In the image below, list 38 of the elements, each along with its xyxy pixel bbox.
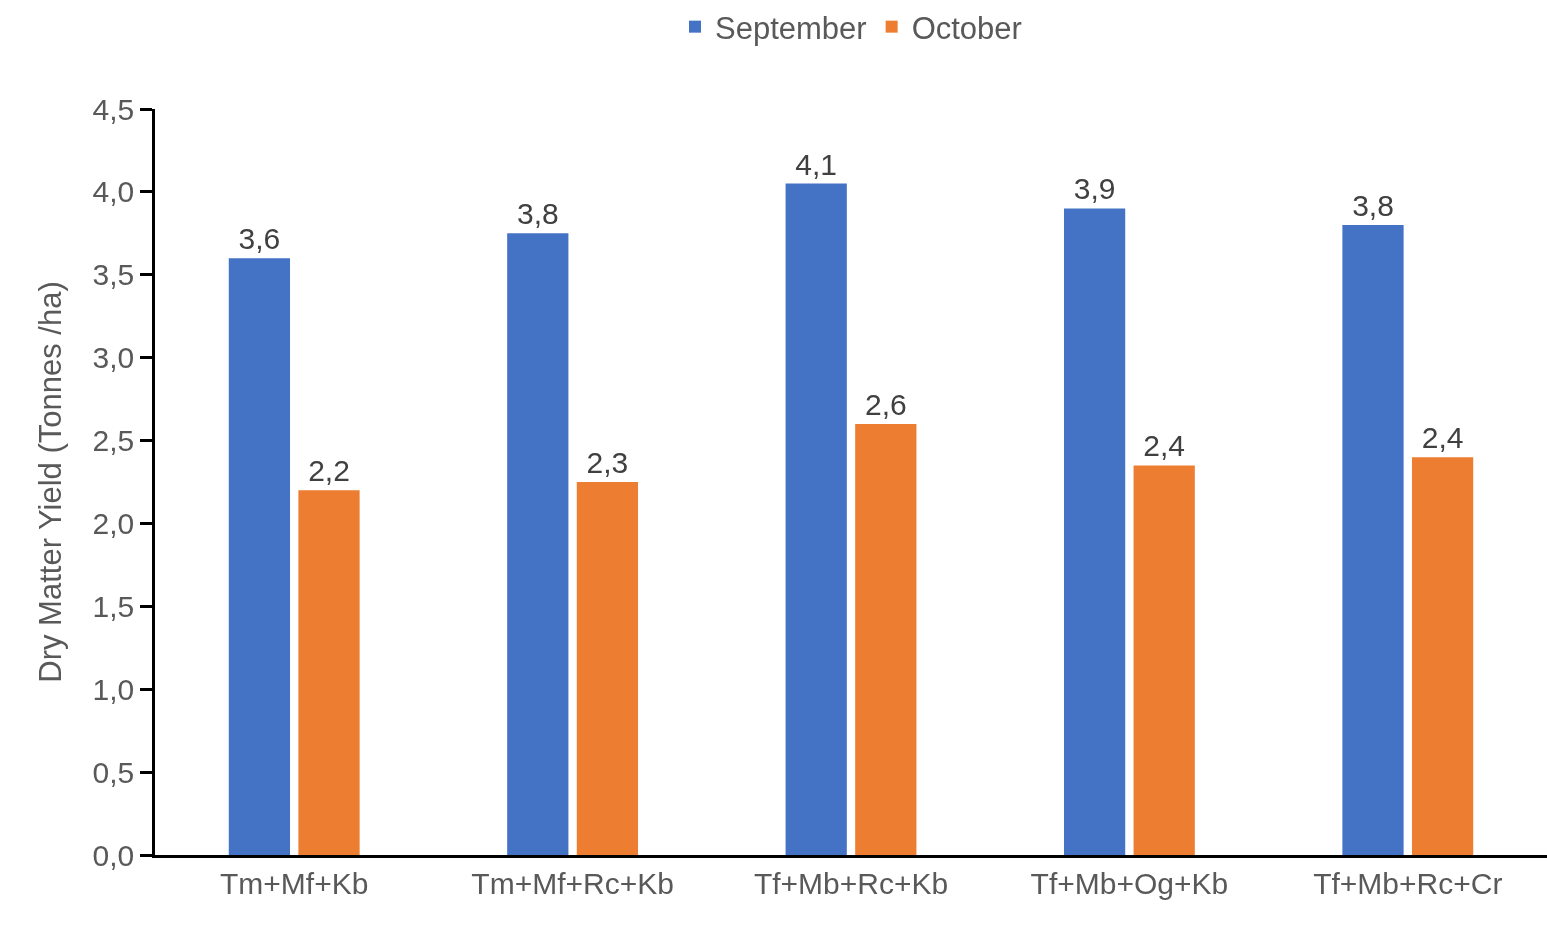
- y-tick-label: 0,0: [92, 838, 135, 872]
- bar: [785, 183, 847, 855]
- bar: [228, 258, 291, 855]
- bar: [1342, 225, 1404, 855]
- x-tick-label: Tm+Mf+Kb: [220, 866, 369, 900]
- data-label: 2,3: [586, 446, 629, 479]
- data-label: 2,2: [308, 454, 350, 488]
- y-tick-label: 2,0: [92, 506, 135, 540]
- data-label: 2,4: [1421, 421, 1464, 455]
- x-tick-label: Tm+Mf+Rc+Kb: [471, 866, 674, 900]
- data-label: 3,8: [516, 197, 559, 231]
- y-tick-label: 3,0: [92, 341, 135, 375]
- data-label: 2,6: [864, 387, 907, 421]
- y-tick-label: 2,5: [92, 424, 135, 458]
- y-tick-label: 0,5: [92, 755, 135, 789]
- bar: [1411, 457, 1474, 855]
- legend-label: September: [715, 10, 867, 46]
- y-tick-label: 1,0: [92, 672, 135, 706]
- bar: [1133, 465, 1195, 855]
- data-label: 3,9: [1073, 172, 1116, 206]
- x-tick-label: Tf+Mb+Rc+Kb: [753, 866, 949, 900]
- bar: [1063, 208, 1126, 855]
- bar: [576, 482, 639, 855]
- legend-label: October: [911, 10, 1022, 46]
- bar: [855, 423, 917, 855]
- y-tick-label: 4,5: [92, 92, 135, 126]
- y-tick-label: 1,5: [92, 589, 135, 623]
- data-label: 3,8: [1352, 189, 1394, 223]
- y-axis-title: Dry Matter Yield (Tonnes /ha): [33, 281, 69, 683]
- x-tick-label: Tf+Mb+Rc+Cr: [1313, 866, 1503, 900]
- data-label: 4,1: [795, 147, 838, 181]
- bar: [507, 233, 569, 855]
- y-tick-label: 4,0: [92, 175, 135, 209]
- y-tick-label: 3,5: [92, 258, 135, 292]
- data-label: 3,6: [238, 222, 281, 256]
- x-tick-label: Tf+Mb+Og+Kb: [1030, 866, 1229, 900]
- data-label: 2,4: [1143, 429, 1186, 463]
- bar: [298, 490, 360, 855]
